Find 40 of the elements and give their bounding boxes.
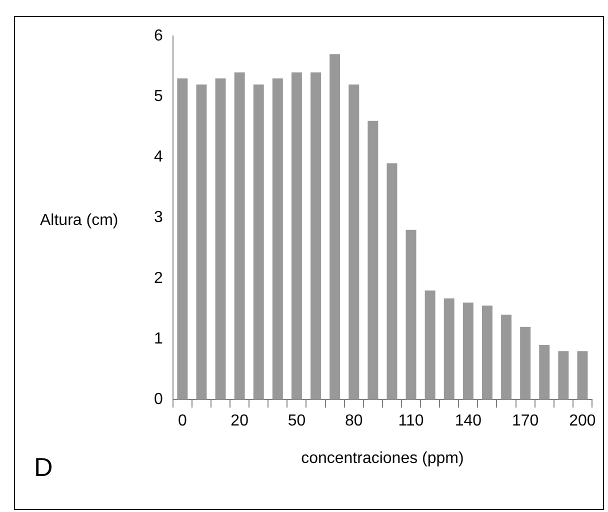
bar bbox=[424, 290, 436, 400]
text: D bbox=[34, 452, 53, 483]
x-tick-label: 50 bbox=[288, 412, 306, 430]
bar bbox=[482, 306, 492, 400]
bar bbox=[444, 298, 454, 400]
x-tick-label: 170 bbox=[512, 412, 539, 430]
y-axis-title: Altura (cm) bbox=[40, 212, 118, 230]
bar bbox=[558, 351, 569, 400]
bar bbox=[330, 54, 340, 400]
y-tick-label: 3 bbox=[154, 209, 163, 226]
bar bbox=[215, 78, 226, 400]
x-axis-title: concentraciones (ppm) bbox=[301, 450, 464, 467]
y-tick-label: 0 bbox=[154, 391, 163, 408]
bar bbox=[234, 72, 245, 400]
bar bbox=[368, 120, 378, 400]
x-tick-label: 80 bbox=[344, 412, 363, 430]
x-tick-label: 200 bbox=[569, 412, 596, 430]
y-tick-label: 5 bbox=[154, 88, 163, 106]
bar bbox=[272, 78, 283, 400]
bar bbox=[196, 84, 207, 400]
y-tick-label: 6 bbox=[154, 27, 163, 44]
y-tick-label: 1 bbox=[154, 330, 163, 348]
y-tick-label: 4 bbox=[154, 148, 163, 166]
bar bbox=[177, 78, 188, 400]
x-tick-label: 0 bbox=[178, 412, 187, 430]
x-tick-label: 140 bbox=[454, 412, 482, 430]
bar bbox=[348, 84, 360, 400]
bar bbox=[501, 314, 512, 400]
bar bbox=[520, 326, 531, 400]
bar bbox=[577, 351, 588, 400]
bar bbox=[310, 72, 322, 400]
bar bbox=[462, 302, 474, 400]
bar bbox=[253, 84, 264, 400]
bar bbox=[539, 345, 550, 400]
bar bbox=[386, 163, 398, 400]
bar bbox=[406, 230, 416, 400]
x-tick-label: 110 bbox=[398, 412, 424, 430]
x-tick-label: 20 bbox=[230, 412, 249, 430]
y-tick-label: 2 bbox=[154, 270, 163, 287]
bar bbox=[291, 72, 302, 400]
